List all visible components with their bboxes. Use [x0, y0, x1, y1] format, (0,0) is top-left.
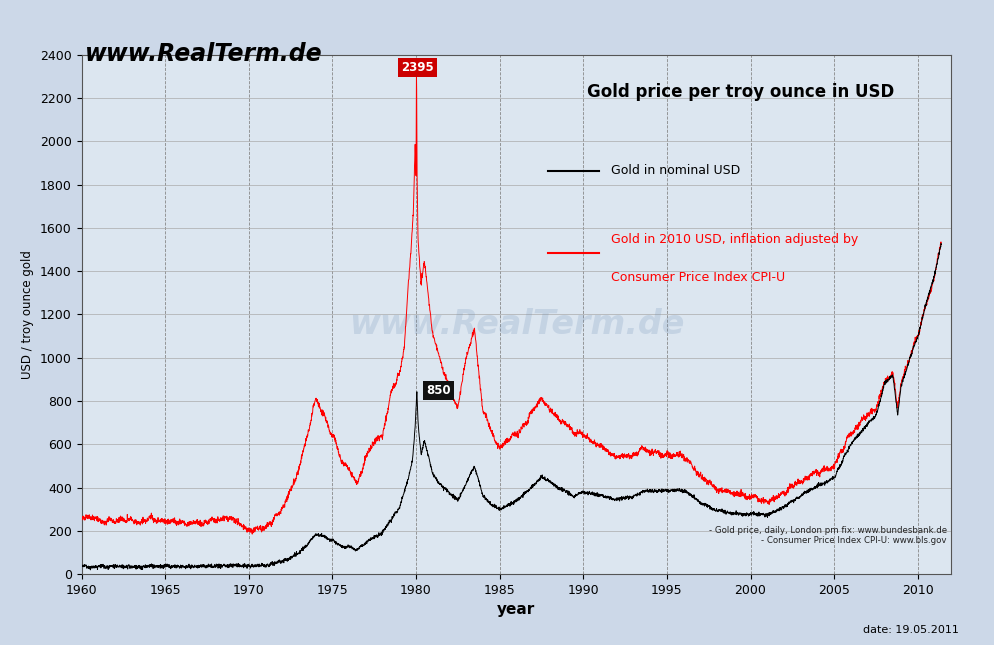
- Text: 850: 850: [426, 384, 450, 397]
- X-axis label: year: year: [497, 602, 536, 617]
- Y-axis label: USD / troy ounce gold: USD / troy ounce gold: [21, 250, 35, 379]
- Text: www.RealTerm.de: www.RealTerm.de: [84, 42, 322, 66]
- Text: 2395: 2395: [401, 61, 433, 74]
- Text: Gold price per troy ounce in USD: Gold price per troy ounce in USD: [586, 83, 895, 101]
- Text: date: 19.05.2011: date: 19.05.2011: [864, 625, 959, 635]
- Text: Gold in nominal USD: Gold in nominal USD: [611, 164, 741, 177]
- Text: Gold in 2010 USD, inflation adjusted by: Gold in 2010 USD, inflation adjusted by: [611, 233, 859, 246]
- Text: - Gold price, daily, London pm fix: www.bundesbank.de
- Consumer Price Index CPI: - Gold price, daily, London pm fix: www.…: [709, 526, 947, 546]
- Text: www.RealTerm.de: www.RealTerm.de: [349, 308, 684, 341]
- Text: Consumer Price Index CPI-U: Consumer Price Index CPI-U: [611, 271, 785, 284]
